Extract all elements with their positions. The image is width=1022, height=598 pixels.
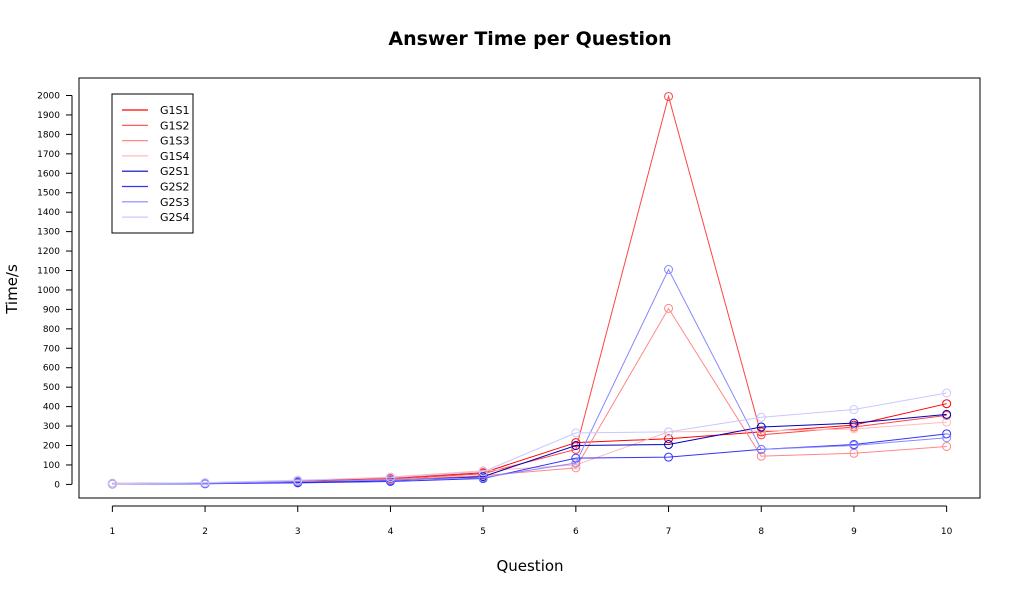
y-tick-label: 2000 <box>37 92 60 102</box>
y-tick-label: 500 <box>43 383 60 393</box>
x-tick-label: 3 <box>295 527 301 537</box>
data-point <box>849 441 859 450</box>
data-point <box>107 479 117 489</box>
legend-box <box>111 93 194 234</box>
data-point <box>664 452 674 462</box>
data-point <box>571 458 581 468</box>
y-tick-label: 1900 <box>37 111 60 121</box>
data-point <box>664 440 674 450</box>
data-point <box>756 422 766 432</box>
y-tick-label: 200 <box>43 442 60 452</box>
data-point <box>478 473 488 483</box>
series-line-g1s4 <box>112 421 947 485</box>
series-layer <box>107 91 952 489</box>
data-point <box>756 451 766 461</box>
legend-label: G2S2 <box>160 181 190 194</box>
series-line-g2s3 <box>112 268 947 485</box>
x-axis: 1 2 3 4 5 6 7 8 9 10 <box>110 505 953 537</box>
x-tick-label: 1 <box>110 527 116 537</box>
y-tick-label: 900 <box>43 305 60 315</box>
data-point <box>664 427 674 437</box>
y-tick-label: 300 <box>43 422 60 432</box>
legend-label: G2S1 <box>160 165 190 178</box>
y-tick-label: 0 <box>54 480 60 490</box>
x-tick-label: 5 <box>480 527 486 537</box>
y-axis: 0 100 200 300 400 500 600 700 800 900 1000 1100 1200… <box>37 92 73 490</box>
data-point <box>571 438 581 448</box>
data-point <box>664 91 674 101</box>
y-tick-label: 700 <box>43 344 60 354</box>
data-point <box>571 441 581 450</box>
y-tick-label: 800 <box>43 325 60 335</box>
data-point <box>293 475 303 485</box>
data-point <box>756 444 766 454</box>
data-point <box>664 434 674 444</box>
x-tick-label: 9 <box>851 527 857 537</box>
legend: G1S1 G1S2 G1S3 G1S4 G2S1 G2S2 G2S3 G2S4 <box>111 93 194 234</box>
series-line-g2s2 <box>112 433 947 485</box>
legend-label: G1S1 <box>160 104 190 117</box>
y-tick-label: 1400 <box>37 208 60 218</box>
series-line-g2s4 <box>112 392 947 485</box>
y-tick-label: 1500 <box>37 189 60 199</box>
plot-frame <box>78 77 981 499</box>
legend-label: G2S4 <box>160 211 190 224</box>
chart-title: Answer Time per Question <box>388 28 672 50</box>
x-tick-label: 8 <box>758 527 764 537</box>
y-tick-label: 1300 <box>37 228 60 238</box>
data-point <box>478 467 488 477</box>
y-tick-label: 600 <box>43 364 60 374</box>
series-line-g2s1 <box>112 413 947 485</box>
x-tick-label: 7 <box>666 527 672 537</box>
data-point <box>571 463 581 473</box>
series-line-g1s2 <box>112 94 947 485</box>
data-point <box>664 265 674 275</box>
legend-label: G1S2 <box>160 119 190 132</box>
data-point <box>942 399 952 409</box>
data-point <box>849 405 859 415</box>
data-point <box>385 473 395 483</box>
data-point <box>664 303 674 313</box>
data-point <box>942 441 952 451</box>
data-point <box>385 475 395 485</box>
data-point <box>571 428 581 438</box>
x-tick-label: 4 <box>388 527 394 537</box>
y-tick-label: 1800 <box>37 130 60 140</box>
y-tick-label: 1700 <box>37 150 60 160</box>
y-tick-label: 1600 <box>37 169 60 179</box>
x-tick-label: 6 <box>573 527 579 537</box>
y-tick-label: 100 <box>43 461 60 471</box>
y-tick-label: 1000 <box>37 286 60 296</box>
data-point <box>942 409 952 419</box>
x-tick-label: 10 <box>941 527 953 537</box>
x-axis-label: Question <box>496 557 564 575</box>
data-point <box>756 412 766 422</box>
y-tick-label: 1100 <box>37 267 60 277</box>
y-tick-label: 400 <box>43 403 60 413</box>
legend-label: G1S4 <box>160 150 190 163</box>
legend-label: G1S3 <box>160 135 190 148</box>
data-point <box>942 388 952 398</box>
y-tick-label: 1200 <box>37 247 60 257</box>
data-point <box>849 418 859 428</box>
data-point <box>942 433 952 443</box>
data-point <box>200 478 210 488</box>
data-point <box>849 424 859 434</box>
x-tick-label: 2 <box>202 527 208 537</box>
legend-label: G2S3 <box>160 196 190 209</box>
